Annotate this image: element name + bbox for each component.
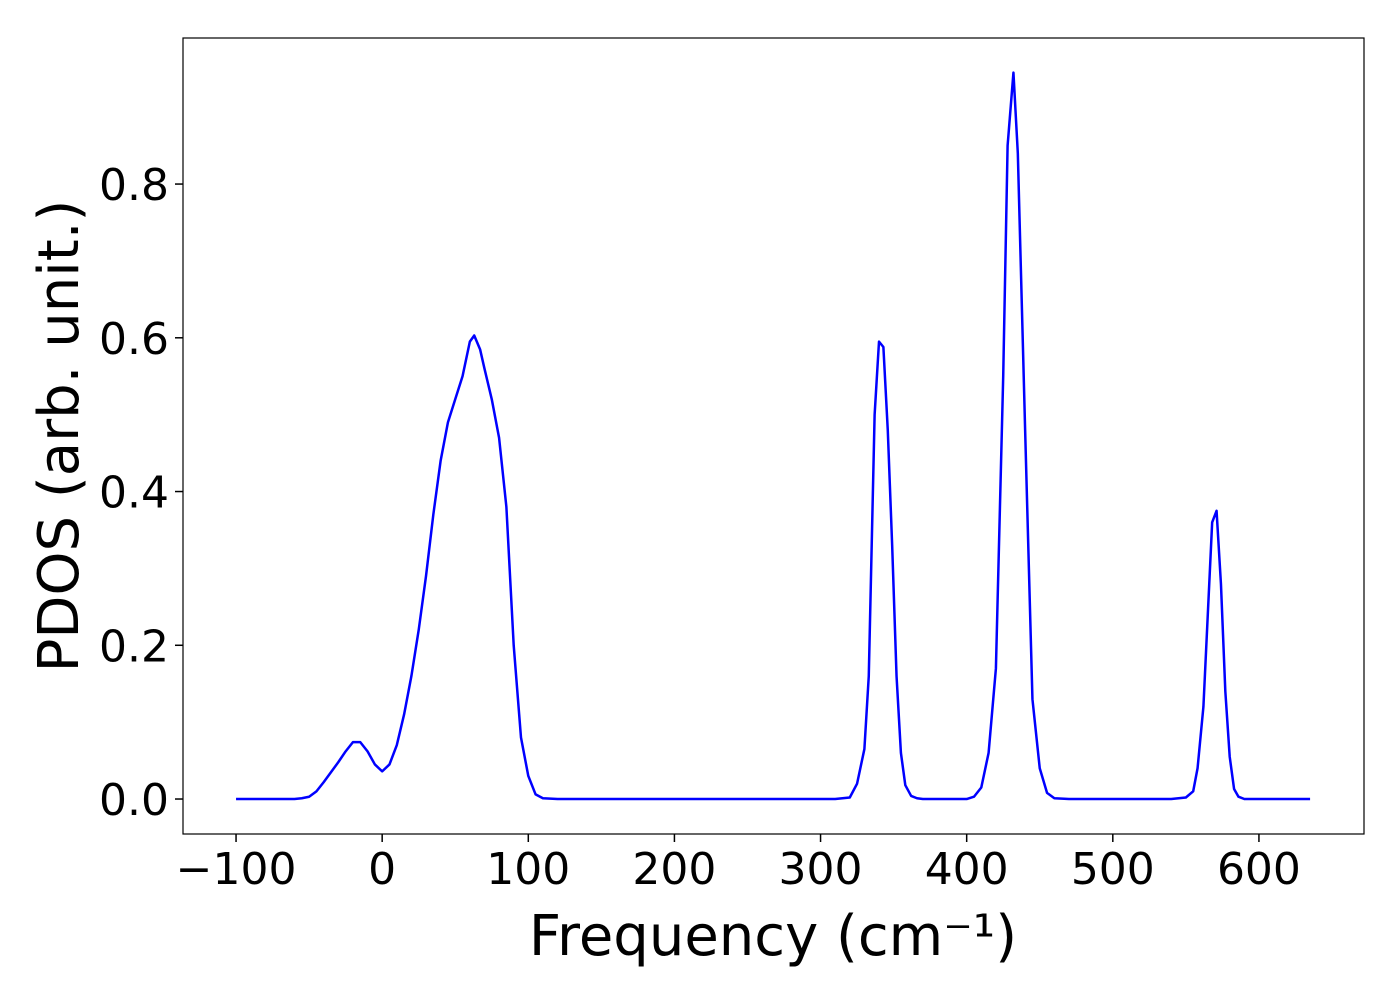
line (236, 71, 1311, 801)
x-tick-label: −100 (176, 844, 297, 895)
x-axis-label: Frequency (cm⁻¹) (529, 904, 1017, 969)
y-tick-label: 0.2 (99, 621, 169, 672)
x-tick-label: 600 (1217, 844, 1301, 895)
x-tick-label: 400 (925, 844, 1009, 895)
x-tick-label: 500 (1071, 844, 1155, 895)
x-tick-label: 300 (779, 844, 863, 895)
y-tick-label: 0.4 (99, 468, 169, 519)
plot-frame (182, 37, 1365, 835)
x-tick-label: 200 (632, 844, 716, 895)
x-tick-label: 100 (486, 844, 570, 895)
y-tick-label: 0.0 (99, 775, 169, 826)
x-tick-label: 0 (368, 844, 396, 895)
y-tick-label: 0.8 (99, 160, 169, 211)
y-axis-label: PDOS (arb. unit.) (27, 200, 92, 673)
y-tick-label: 0.6 (99, 314, 169, 365)
